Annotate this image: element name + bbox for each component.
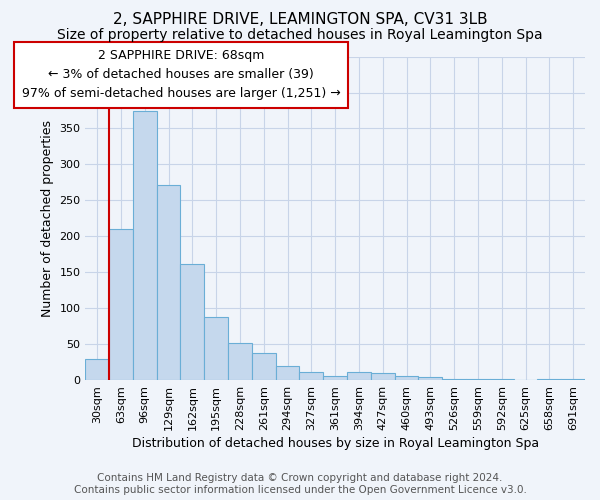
Text: Contains HM Land Registry data © Crown copyright and database right 2024.
Contai: Contains HM Land Registry data © Crown c… (74, 474, 526, 495)
Bar (347, 372, 371, 380)
Bar (371, 373, 395, 380)
Bar (181, 264, 204, 380)
Bar (299, 372, 323, 380)
Bar (395, 376, 418, 380)
Bar (85, 358, 109, 380)
Bar (133, 110, 157, 380)
Text: 2 SAPPHIRE DRIVE: 68sqm
← 3% of detached houses are smaller (39)
97% of semi-det: 2 SAPPHIRE DRIVE: 68sqm ← 3% of detached… (22, 49, 340, 100)
Text: Size of property relative to detached houses in Royal Leamington Spa: Size of property relative to detached ho… (57, 28, 543, 42)
Bar (204, 317, 228, 380)
Text: 2, SAPPHIRE DRIVE, LEAMINGTON SPA, CV31 3LB: 2, SAPPHIRE DRIVE, LEAMINGTON SPA, CV31 … (113, 12, 487, 28)
Bar (109, 229, 133, 380)
Bar (252, 353, 275, 380)
Bar (323, 376, 347, 380)
Bar (418, 377, 442, 380)
X-axis label: Distribution of detached houses by size in Royal Leamington Spa: Distribution of detached houses by size … (131, 437, 539, 450)
Bar (228, 342, 252, 380)
Bar (157, 184, 181, 380)
Bar (275, 366, 299, 380)
Y-axis label: Number of detached properties: Number of detached properties (41, 120, 54, 317)
Bar (442, 378, 466, 380)
